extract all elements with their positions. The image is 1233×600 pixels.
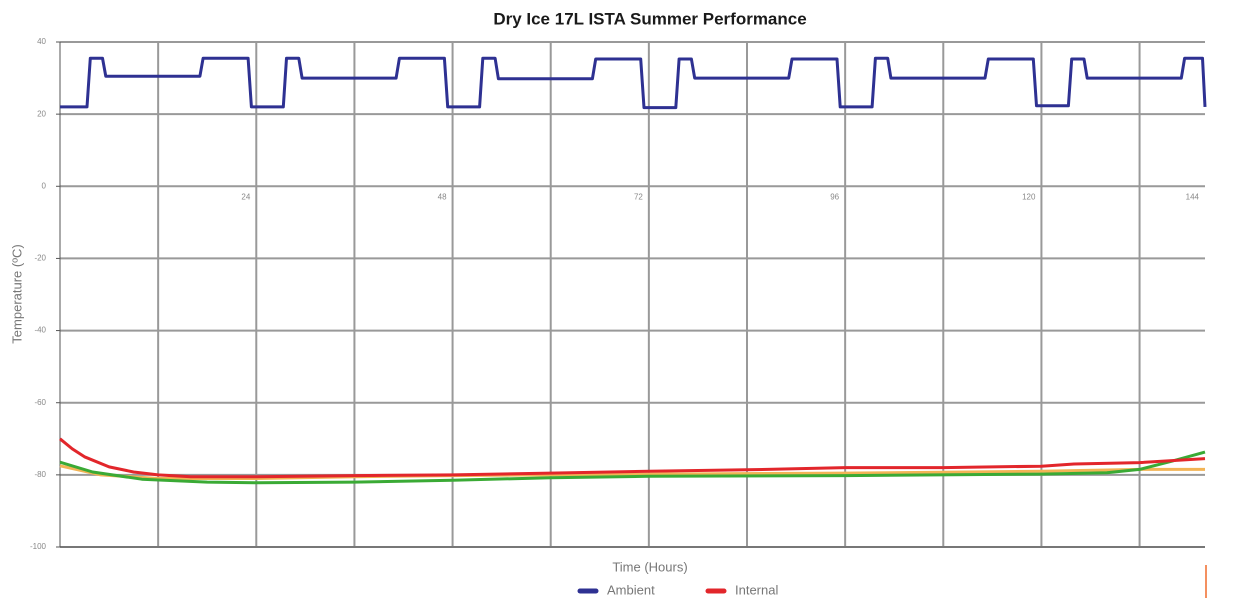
chart-title: Dry Ice 17L ISTA Summer Performance (493, 9, 806, 28)
y-tick-label: 20 (37, 109, 46, 118)
series-line (60, 56, 1207, 110)
y-tick-label: -60 (34, 398, 46, 407)
legend-label: Ambient (607, 582, 655, 597)
x-tick-label: 72 (634, 192, 643, 201)
x-axis-label: Time (Hours) (612, 559, 687, 574)
y-tick-label: -100 (30, 542, 47, 551)
x-tick-label: 120 (1022, 192, 1036, 201)
x-tick-label: 144 (1186, 192, 1200, 201)
y-axis-label: Temperature (ºC) (9, 244, 24, 343)
x-tick-label: 96 (830, 192, 839, 201)
x-tick-label: 48 (438, 192, 447, 201)
legend-label: Internal (735, 582, 778, 597)
y-tick-label: 0 (42, 181, 47, 190)
series-line (59, 450, 1206, 485)
y-tick-label: -40 (34, 326, 46, 335)
y-tick-label: -20 (34, 254, 46, 263)
y-tick-label: 40 (37, 37, 46, 46)
y-tick-label: -80 (34, 470, 46, 479)
x-tick-label: 24 (241, 192, 250, 201)
series-line (59, 437, 1206, 479)
